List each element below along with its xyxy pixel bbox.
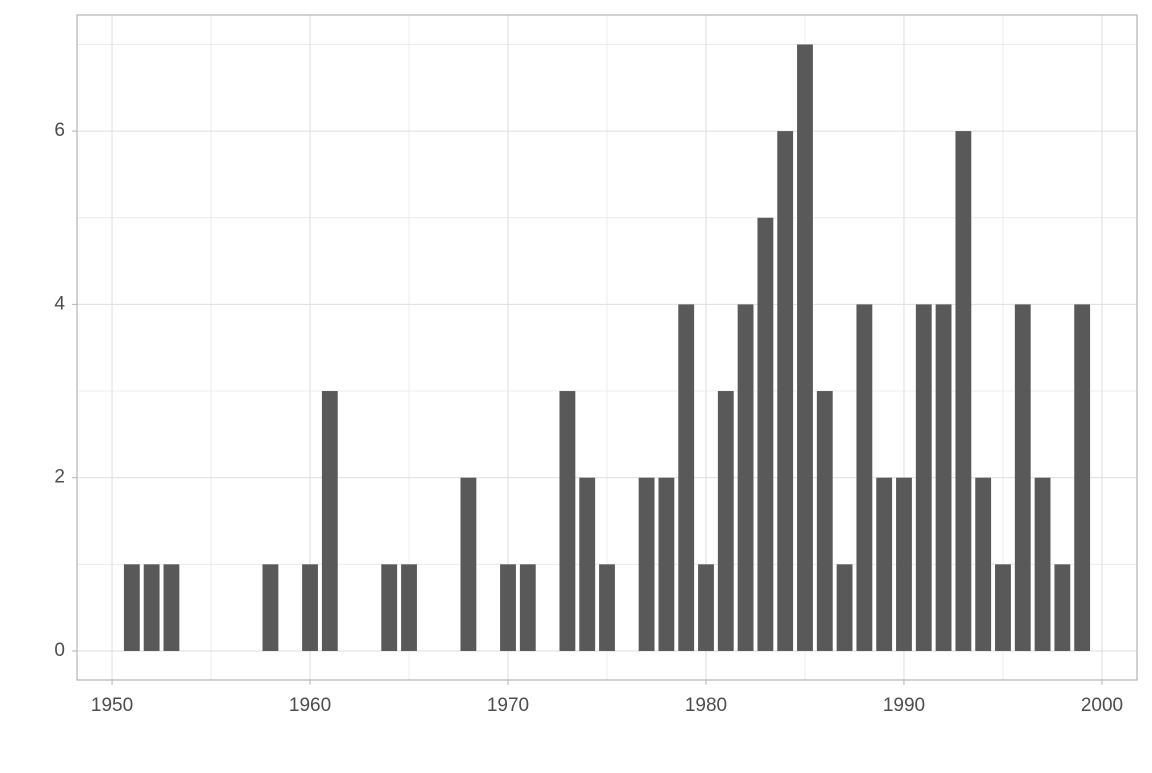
bar xyxy=(777,131,794,651)
x-tick-label: 1960 xyxy=(289,695,331,716)
bar xyxy=(519,564,536,651)
x-tick-label: 1950 xyxy=(91,695,133,716)
bar xyxy=(401,564,417,651)
bar xyxy=(995,564,1011,651)
bar xyxy=(579,477,596,651)
y-tick-label: 4 xyxy=(54,293,65,314)
bar xyxy=(262,564,279,651)
panel-border xyxy=(76,14,1138,681)
bar xyxy=(1054,564,1071,651)
y-tick-label: 6 xyxy=(54,120,65,141)
bar xyxy=(935,304,952,651)
bar xyxy=(381,564,398,651)
bar xyxy=(816,391,833,651)
bar xyxy=(658,477,675,651)
bar xyxy=(876,477,893,651)
x-tick-label: 1990 xyxy=(883,695,925,716)
bar xyxy=(1014,304,1031,651)
bar xyxy=(500,564,516,651)
bar xyxy=(915,304,932,651)
bar xyxy=(123,564,140,651)
bar xyxy=(1034,477,1051,651)
bar xyxy=(302,564,318,651)
bar xyxy=(638,477,655,651)
bar xyxy=(896,477,912,651)
y-tick-label: 2 xyxy=(54,467,65,488)
y-tick-label: 0 xyxy=(54,640,65,661)
bar xyxy=(737,304,754,651)
bar xyxy=(717,391,734,651)
bar xyxy=(143,564,160,651)
bar xyxy=(797,44,813,651)
bar xyxy=(599,564,615,651)
bar xyxy=(955,131,972,651)
bar xyxy=(698,564,714,651)
bar xyxy=(460,477,477,651)
x-tick-label: 2000 xyxy=(1081,695,1123,716)
bar xyxy=(975,477,992,651)
bar xyxy=(856,304,873,651)
bar xyxy=(321,391,338,651)
bar xyxy=(678,304,695,651)
x-tick-label: 1980 xyxy=(685,695,727,716)
bar xyxy=(1074,304,1091,651)
x-tick-label: 1970 xyxy=(487,695,529,716)
bar xyxy=(163,564,180,651)
bar xyxy=(836,564,853,651)
bar xyxy=(559,391,576,651)
bar xyxy=(757,217,774,651)
